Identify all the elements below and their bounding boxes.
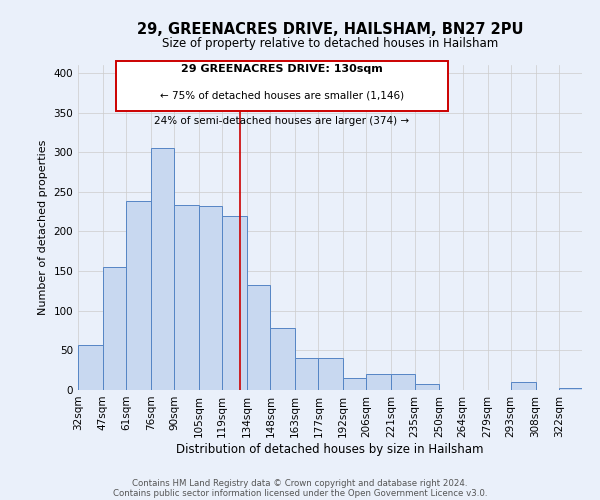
Text: 29 GREENACRES DRIVE: 130sqm: 29 GREENACRES DRIVE: 130sqm — [181, 64, 383, 74]
Bar — [199, 206, 222, 390]
Bar — [271, 328, 295, 390]
Bar — [319, 358, 343, 390]
Text: 24% of semi-detached houses are larger (374) →: 24% of semi-detached houses are larger (… — [154, 116, 409, 126]
Bar — [103, 267, 126, 390]
Bar — [367, 374, 391, 390]
Text: Contains HM Land Registry data © Crown copyright and database right 2024.: Contains HM Land Registry data © Crown c… — [132, 478, 468, 488]
Text: ← 75% of detached houses are smaller (1,146): ← 75% of detached houses are smaller (1,… — [160, 90, 404, 101]
Bar — [78, 345, 103, 390]
Bar — [415, 384, 439, 390]
Bar — [559, 388, 582, 390]
Bar — [343, 378, 367, 390]
Y-axis label: Number of detached properties: Number of detached properties — [38, 140, 48, 315]
Bar — [126, 202, 151, 390]
Text: Contains public sector information licensed under the Open Government Licence v3: Contains public sector information licen… — [113, 488, 487, 498]
Bar — [295, 358, 319, 390]
Text: 29, GREENACRES DRIVE, HAILSHAM, BN27 2PU: 29, GREENACRES DRIVE, HAILSHAM, BN27 2PU — [137, 22, 523, 38]
Bar — [174, 206, 199, 390]
Bar — [511, 382, 536, 390]
Bar — [222, 216, 247, 390]
Bar — [151, 148, 174, 390]
Text: Size of property relative to detached houses in Hailsham: Size of property relative to detached ho… — [162, 38, 498, 51]
Bar — [247, 284, 271, 390]
FancyBboxPatch shape — [116, 61, 448, 111]
X-axis label: Distribution of detached houses by size in Hailsham: Distribution of detached houses by size … — [176, 442, 484, 456]
Bar — [391, 374, 415, 390]
